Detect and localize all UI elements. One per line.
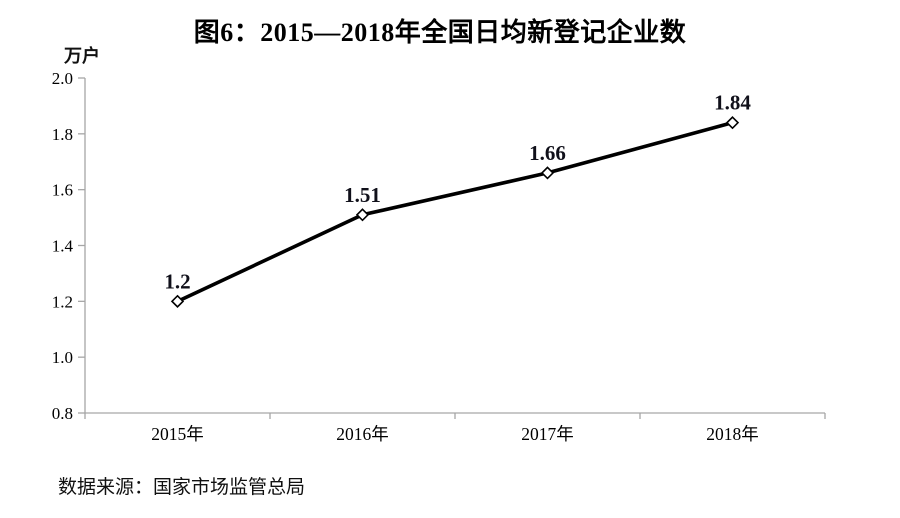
- y-axis-unit-label: 万户: [64, 46, 100, 66]
- data-point-marker: [170, 294, 185, 308]
- y-axis-tick-label: 1.6: [52, 181, 73, 200]
- data-point-marker: [725, 116, 740, 130]
- x-axis-category-label: 2016年: [336, 424, 389, 444]
- source-note: 数据来源：国家市场监管总局: [58, 477, 306, 498]
- series-line: [175, 120, 735, 304]
- chart-title: 图6：2015—2018年全国日均新登记企业数: [193, 18, 687, 47]
- y-axis-tick-label: 0.8: [52, 404, 73, 423]
- y-axis-tick-label: 1.8: [52, 125, 73, 144]
- data-point-label: 1.66: [529, 141, 566, 165]
- y-axis-tick-label: 1.2: [52, 292, 73, 311]
- data-point-label: 1.84: [714, 91, 751, 115]
- data-point-marker: [355, 208, 370, 222]
- data-point-label: 1.51: [344, 183, 381, 207]
- data-point-label: 1.2: [164, 269, 190, 293]
- x-axis-category-label: 2017年: [521, 424, 574, 444]
- y-axis-tick-label: 2.0: [52, 69, 73, 88]
- x-axis-category-label: 2015年: [151, 424, 204, 444]
- x-axis-category-label: 2018年: [706, 424, 759, 444]
- data-point-marker: [540, 166, 555, 180]
- y-axis-tick-label: 1.0: [52, 348, 73, 367]
- y-axis-tick-label: 1.4: [52, 237, 74, 256]
